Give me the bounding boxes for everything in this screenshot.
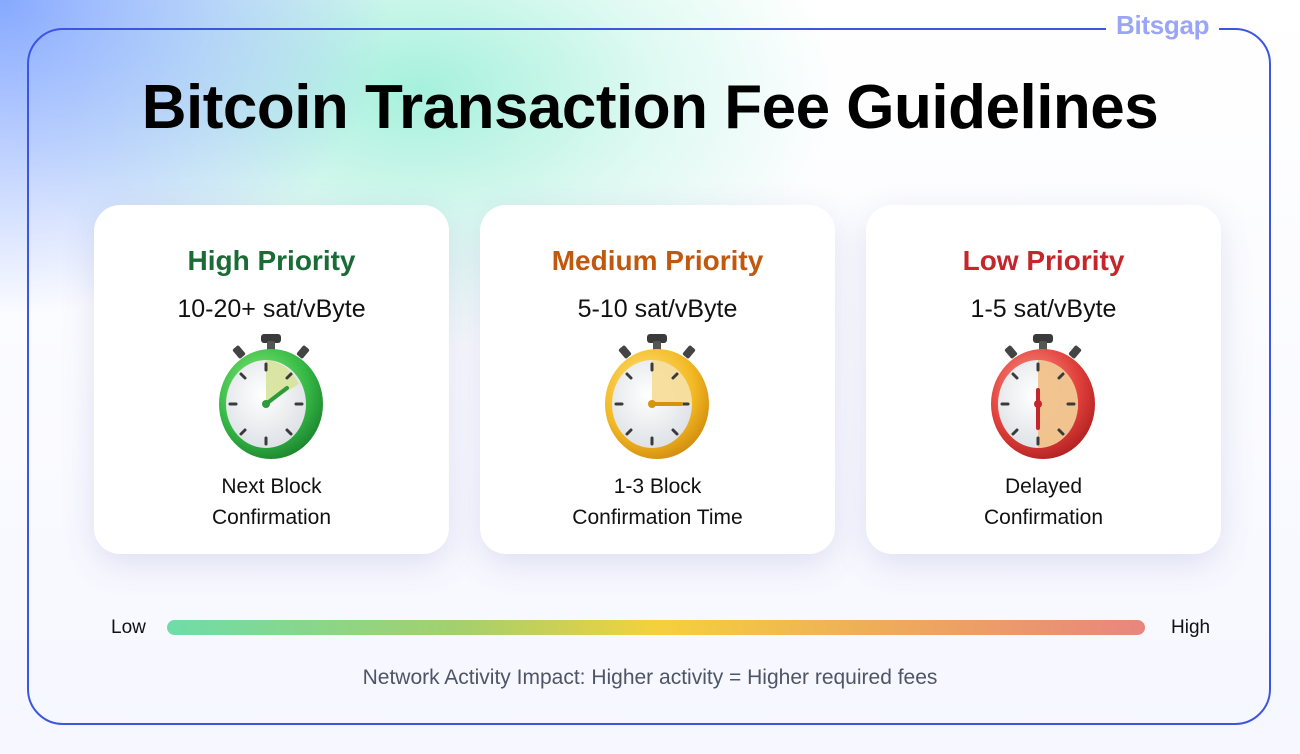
stopwatch-yellow-icon (605, 334, 709, 459)
card-description-line: Next Block (221, 475, 322, 498)
outer-frame (27, 28, 1271, 725)
card-description: Delayed Confirmation (866, 471, 1221, 533)
card-low-priority: Low Priority 1-5 sat/vByte (866, 205, 1221, 554)
network-activity-gradient-bar (167, 620, 1145, 635)
card-high-priority: High Priority 10-20+ sat/vByte (94, 205, 449, 554)
card-description-line: Confirmation Time (572, 506, 743, 529)
stopwatch-red-icon (991, 334, 1095, 459)
scale-high-label: High (1171, 617, 1211, 638)
card-title: Medium Priority (551, 245, 764, 276)
card-fee-rate: 1-5 sat/vByte (970, 295, 1117, 323)
card-medium-priority: Medium Priority 5-10 sat/vByte (480, 205, 835, 554)
card-description: 1-3 Block Confirmation Time (480, 471, 835, 533)
brand-logo: Bitsgap (1106, 10, 1220, 41)
card-description-line: Confirmation (211, 506, 332, 529)
page-title: Bitcoin Transaction Fee Guidelines (141, 73, 1159, 142)
card-description-line: 1-3 Block (613, 475, 702, 498)
card-description-line: Confirmation (983, 506, 1104, 529)
card-fee-rate: 10-20+ sat/vByte (177, 295, 366, 323)
stopwatch-green-icon (219, 334, 323, 459)
card-description: Next Block Confirmation (94, 471, 449, 533)
card-description-line: Delayed (1004, 475, 1083, 498)
footer-note: Network Activity Impact: Higher activity… (362, 666, 938, 689)
card-title: High Priority (187, 245, 356, 276)
card-title: Low Priority (962, 245, 1125, 276)
card-fee-rate: 5-10 sat/vByte (577, 295, 738, 323)
scale-low-label: Low (111, 617, 146, 638)
